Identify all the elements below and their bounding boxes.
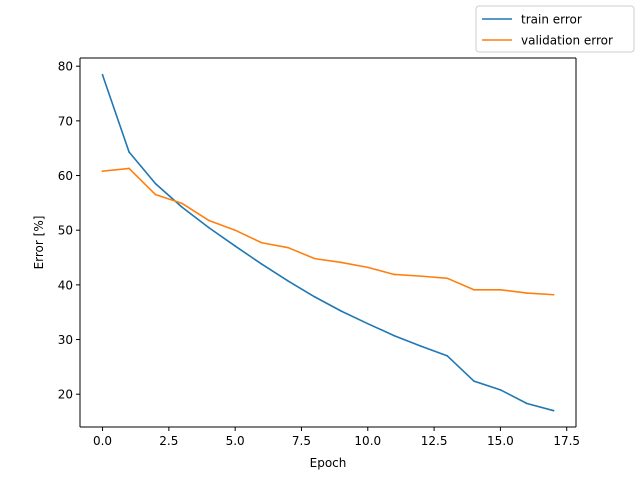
- data-point-train-error: [181, 206, 183, 209]
- series-layer: [101, 73, 555, 412]
- y-tick-label: 70: [58, 114, 73, 128]
- x-tick-label: 15.0: [487, 434, 514, 448]
- data-point-validation-error: [366, 266, 369, 269]
- data-point-train-error: [420, 345, 422, 347]
- data-point-train-error: [260, 263, 263, 265]
- x-tick-label: 17.5: [553, 434, 580, 448]
- x-tick-label: 7.5: [292, 434, 311, 448]
- data-point-train-error: [526, 402, 528, 405]
- data-point-validation-error: [260, 241, 263, 244]
- data-point-train-error: [128, 151, 130, 153]
- data-point-train-error: [101, 74, 104, 76]
- data-point-train-error: [366, 322, 369, 325]
- data-point-validation-error: [128, 167, 130, 170]
- data-point-validation-error: [101, 170, 104, 172]
- data-point-train-error: [446, 355, 449, 357]
- data-point-train-error: [552, 409, 555, 412]
- data-point-train-error: [287, 280, 290, 282]
- data-point-validation-error: [420, 275, 422, 277]
- legend-label-train-error: train error: [521, 13, 582, 27]
- y-tick-label: 20: [58, 388, 73, 402]
- x-tick-label: 5.0: [226, 434, 245, 448]
- legend: train error validation error: [475, 5, 635, 53]
- plot-background: [80, 58, 576, 427]
- legend-label-validation-error: validation error: [521, 34, 613, 48]
- data-point-validation-error: [287, 246, 290, 249]
- data-point-validation-error: [393, 273, 396, 276]
- x-tick-label: 2.5: [159, 434, 178, 448]
- legend-box: [475, 5, 635, 53]
- y-axis: 20 30 40 50 60 70 80: [58, 60, 80, 402]
- y-tick-label: 40: [58, 278, 73, 292]
- data-point-validation-error: [181, 202, 183, 205]
- data-point-validation-error: [499, 288, 502, 291]
- y-tick-label: 60: [58, 169, 73, 183]
- series-line-train-error: [101, 73, 555, 412]
- data-point-train-error: [207, 226, 210, 229]
- x-tick-label: 10.0: [354, 434, 381, 448]
- data-point-train-error: [313, 296, 316, 298]
- data-point-train-error: [340, 310, 343, 312]
- data-point-train-error: [499, 389, 502, 391]
- y-tick-label: 30: [58, 333, 73, 347]
- data-point-validation-error: [552, 293, 555, 296]
- data-point-validation-error: [154, 193, 157, 196]
- data-point-train-error: [154, 182, 157, 185]
- series-line-validation-error: [101, 167, 555, 296]
- x-tick-label: 0.0: [93, 434, 112, 448]
- data-point-validation-error: [207, 219, 210, 222]
- x-tick-label: 12.5: [421, 434, 448, 448]
- data-point-validation-error: [313, 257, 316, 260]
- data-point-validation-error: [446, 277, 449, 280]
- x-axis: 0.0 2.5 5.0 7.5 10.0 12.5 15.0 17.5: [93, 427, 580, 448]
- data-point-train-error: [393, 334, 396, 337]
- data-point-validation-error: [340, 261, 343, 264]
- data-point-validation-error: [234, 229, 236, 231]
- plot-area: [79, 57, 577, 428]
- data-point-train-error: [473, 380, 475, 382]
- y-tick-label: 80: [58, 60, 73, 74]
- x-axis-label: Epoch: [310, 456, 347, 470]
- data-point-train-error: [234, 245, 236, 247]
- data-point-validation-error: [473, 288, 475, 291]
- y-axis-label: Error [%]: [32, 216, 46, 270]
- y-tick-label: 50: [58, 224, 73, 238]
- data-point-validation-error: [526, 292, 528, 294]
